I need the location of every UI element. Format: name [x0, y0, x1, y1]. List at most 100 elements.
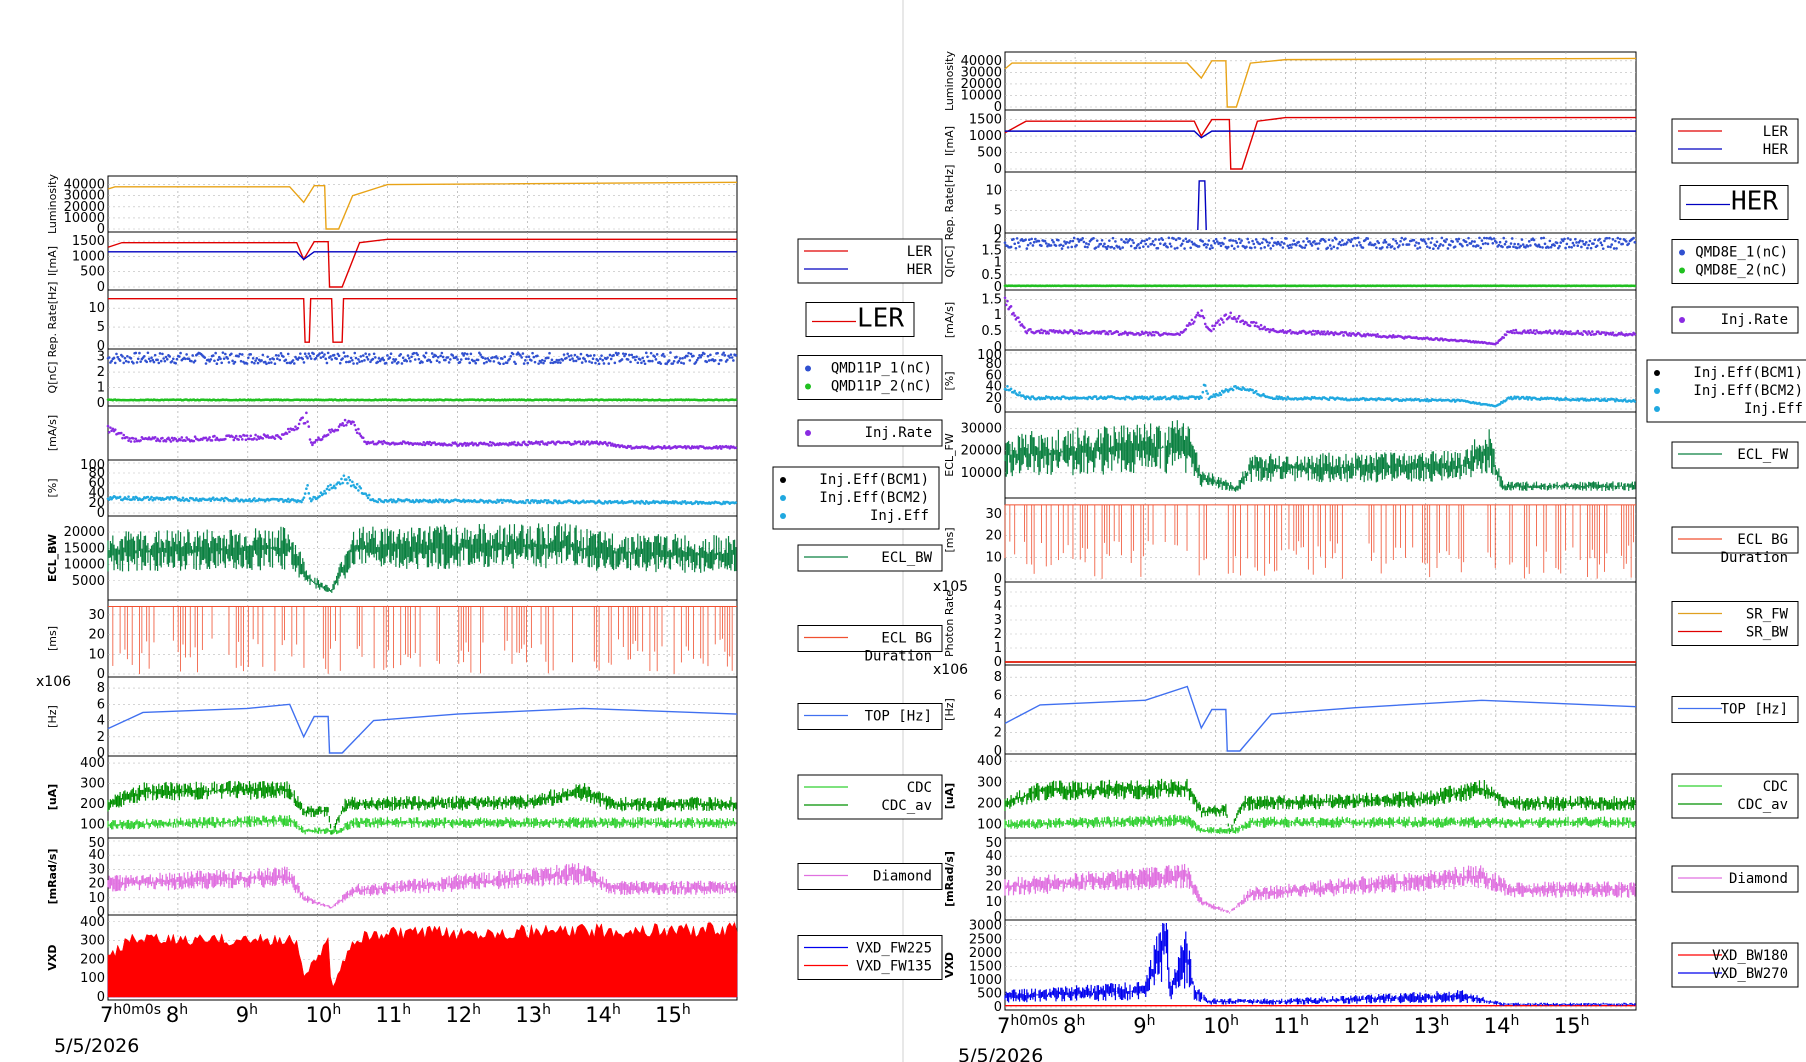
- data-point: [505, 361, 509, 365]
- data-point: [719, 447, 723, 450]
- data-point: [629, 360, 632, 364]
- data-point: [371, 357, 375, 361]
- data-point: [285, 432, 289, 435]
- data-point: [455, 355, 458, 359]
- data-point: [1167, 236, 1171, 240]
- data-point: [112, 356, 116, 360]
- data-point: [292, 428, 296, 432]
- data-point: [732, 359, 735, 362]
- data-point: [554, 360, 557, 364]
- data-point: [190, 359, 193, 363]
- data-point: [1219, 244, 1223, 248]
- data-point: [1223, 236, 1226, 240]
- data-point: [253, 437, 256, 440]
- data-point: [718, 445, 722, 448]
- data-point: [376, 500, 380, 504]
- data-point: [421, 360, 424, 364]
- data-point: [377, 357, 381, 360]
- data-point: [132, 495, 135, 499]
- data-point: [1120, 238, 1123, 241]
- data-point: [486, 501, 490, 504]
- data-point: [129, 357, 133, 360]
- legend-marker: [780, 495, 786, 501]
- data-point: [485, 360, 488, 364]
- y-tick-label: 0: [97, 396, 105, 411]
- data-point: [237, 355, 240, 358]
- series-luminosity: [1004, 57, 1637, 108]
- data-point: [494, 355, 498, 358]
- data-point: [164, 355, 168, 359]
- data-point: [521, 352, 525, 355]
- y-tick-label: 80: [88, 466, 105, 481]
- y-axis-label: [mRad/s]: [46, 849, 59, 905]
- y-tick-label: 100: [80, 458, 105, 473]
- data-point: [178, 355, 181, 358]
- data-point: [348, 478, 352, 482]
- data-point: [508, 357, 511, 361]
- data-point: [318, 352, 321, 355]
- y-tick-label: 10: [88, 301, 105, 316]
- data-point: [1146, 245, 1150, 248]
- data-point: [688, 359, 692, 362]
- data-point: [1208, 247, 1212, 251]
- data-point: [299, 352, 302, 355]
- data-point: [244, 438, 248, 442]
- data-point: [608, 353, 612, 357]
- data-point: [324, 492, 328, 495]
- legend-label: HER: [907, 262, 933, 278]
- data-point: [1137, 243, 1140, 246]
- data-point: [132, 437, 135, 440]
- data-point: [630, 353, 634, 357]
- data-point: [1131, 238, 1134, 242]
- data-point: [243, 434, 246, 437]
- data-point: [1065, 240, 1069, 244]
- data-point: [514, 362, 517, 366]
- data-point: [513, 440, 516, 444]
- data-point: [1043, 239, 1047, 243]
- data-point: [695, 500, 699, 504]
- legend-marker: [805, 430, 811, 436]
- x-axis: 7h0m0s 8h 9h 10h 11h 12h 13h 14h 15h 5/5/2026: [54, 1002, 691, 1057]
- data-point: [611, 442, 614, 446]
- data-point: [355, 482, 359, 486]
- y-axis-label: VXD: [46, 944, 59, 970]
- series-ecl-bw: [107, 522, 737, 593]
- data-point: [361, 436, 365, 440]
- data-point: [1183, 247, 1186, 250]
- data-point: [549, 361, 553, 365]
- data-point: [1351, 244, 1355, 248]
- y-tick-label: 0: [994, 100, 1002, 115]
- data-point: [462, 354, 465, 357]
- data-point: [572, 359, 576, 363]
- data-point: [450, 444, 453, 447]
- data-point: [133, 440, 136, 443]
- data-point: [609, 357, 613, 361]
- series-her: [1005, 130, 1636, 139]
- data-point: [1366, 237, 1370, 240]
- data-point: [528, 501, 532, 505]
- data-point: [527, 355, 531, 359]
- data-point: [226, 357, 230, 360]
- data-point: [305, 355, 308, 358]
- data-point: [572, 442, 576, 446]
- data-point: [254, 433, 257, 437]
- y-axis-label: Q[nC]: [943, 246, 956, 278]
- data-point: [1083, 245, 1087, 249]
- data-point: [1156, 246, 1160, 250]
- data-point: [115, 352, 118, 356]
- data-point: [363, 359, 366, 362]
- data-point: [1060, 247, 1064, 250]
- series-inj-rate: [106, 411, 738, 450]
- data-point: [446, 356, 450, 359]
- y-tick-label: 20: [88, 877, 105, 892]
- data-point: [1027, 238, 1031, 242]
- data-point: [526, 361, 530, 365]
- data-point: [328, 488, 331, 492]
- data-point: [158, 439, 162, 443]
- data-point: [340, 477, 343, 481]
- legend-label: ECL BG: [881, 631, 932, 647]
- data-point: [488, 440, 492, 444]
- data-point: [1054, 244, 1058, 247]
- data-point: [1182, 239, 1185, 243]
- data-point: [565, 356, 568, 360]
